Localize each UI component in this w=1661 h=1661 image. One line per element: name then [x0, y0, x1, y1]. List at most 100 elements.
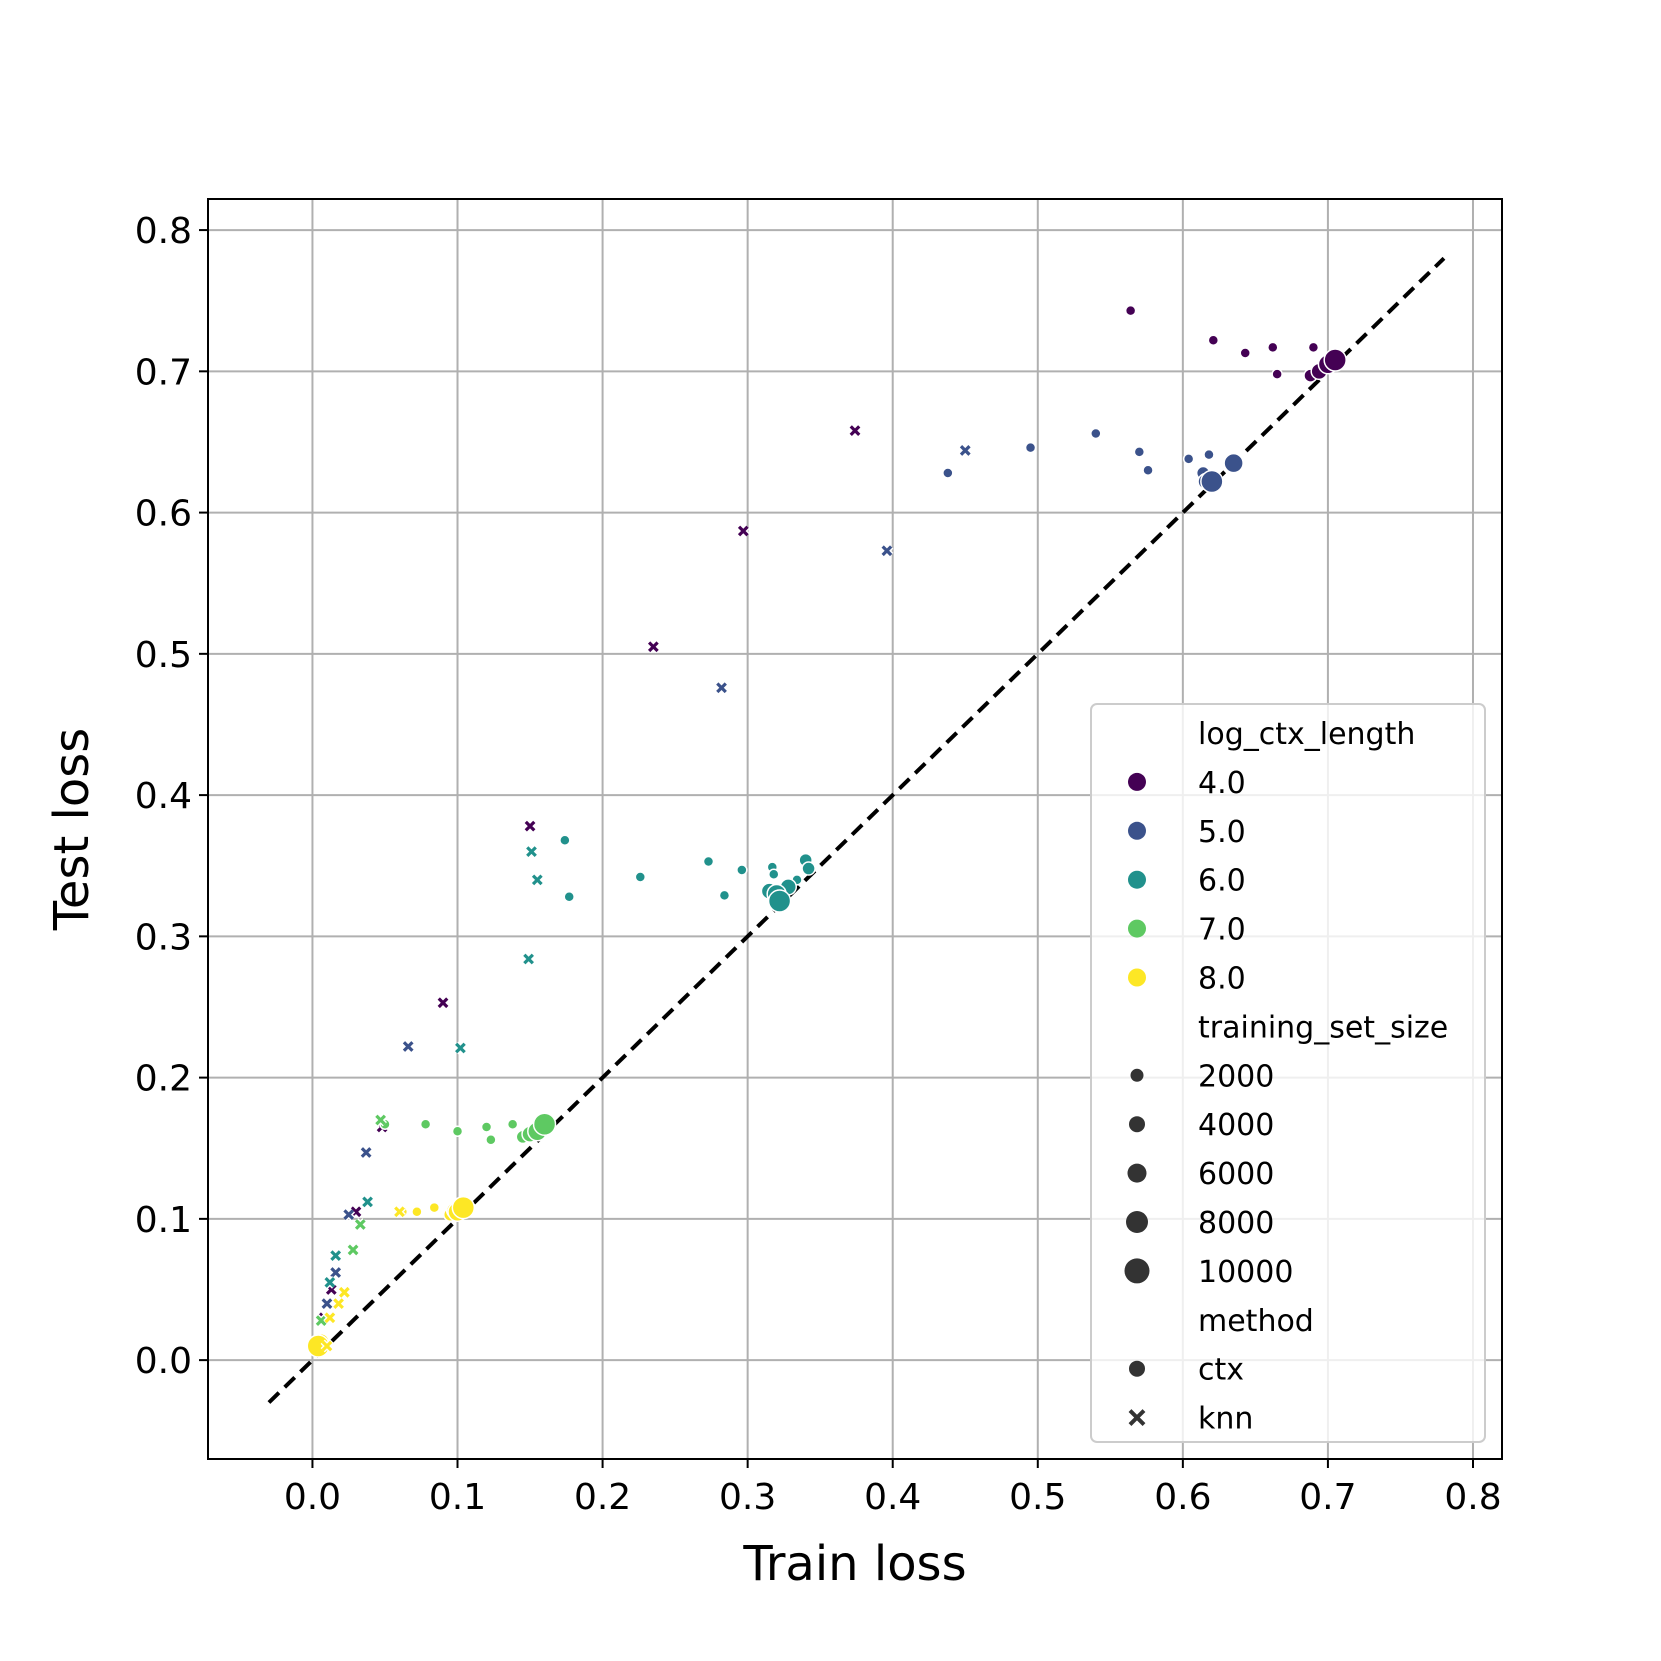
data-point-ctx — [419, 1118, 432, 1130]
legend-hue-label: 5.0 — [1198, 815, 1246, 850]
data-point-ctx — [1203, 448, 1215, 461]
marker-cross — [737, 525, 749, 537]
legend-style-marker — [1129, 1360, 1145, 1377]
data-point-knn — [332, 1297, 345, 1310]
data-point-ctx — [559, 834, 571, 847]
marker-cross — [523, 953, 534, 965]
x-axis-label: Train loss — [742, 1536, 966, 1592]
marker-cross — [330, 1250, 342, 1261]
marker-cross — [394, 1206, 405, 1218]
data-point-ctx — [563, 891, 575, 903]
marker-cross — [333, 1298, 344, 1310]
data-point-knn — [880, 544, 894, 558]
data-point-ctx — [1223, 452, 1244, 474]
data-point-knn — [349, 1205, 363, 1219]
data-point-ctx — [718, 889, 731, 902]
y-tick-label: 0.3 — [135, 917, 192, 958]
legend-color-marker — [1128, 772, 1146, 791]
marker-cross — [531, 874, 543, 886]
x-tick-label: 0.3 — [719, 1477, 776, 1518]
y-tick-label: 0.8 — [135, 211, 192, 252]
y-tick-label: 0.2 — [135, 1059, 192, 1100]
data-point-knn — [323, 1276, 337, 1289]
marker-cross — [402, 1041, 414, 1052]
data-point-knn — [353, 1218, 367, 1231]
legend-hue-label: 8.0 — [1198, 962, 1246, 997]
legend-color-marker — [1128, 968, 1146, 987]
data-point-ctx — [428, 1201, 441, 1214]
data-point-ctx — [702, 855, 715, 868]
legend-color-marker — [1128, 919, 1146, 938]
legend-hue-label: 6.0 — [1198, 864, 1246, 899]
data-point-knn — [530, 873, 544, 887]
data-point-knn — [359, 1146, 373, 1159]
legend-size-marker — [1124, 1258, 1150, 1284]
plot-area-frame — [207, 198, 1503, 1460]
data-point-knn — [958, 444, 972, 457]
data-point-ctx — [1307, 341, 1320, 354]
legend-title: training_set_size — [1198, 1010, 1448, 1045]
data-point-knn — [522, 952, 535, 966]
data-point-ctx — [767, 889, 792, 913]
marker-cross — [324, 1277, 336, 1288]
y-tick-label: 0.7 — [135, 352, 192, 393]
marker-cross — [849, 425, 861, 437]
data-point-ctx — [1090, 427, 1102, 440]
marker-cross — [338, 1286, 350, 1298]
marker-cross — [375, 1114, 387, 1126]
x-tick-label: 0.5 — [1009, 1477, 1066, 1518]
data-point-knn — [454, 1041, 467, 1055]
x-axis-ticks: 0.0 0.1 0.2 0.3 0.4 0.5 0.6 0.7 0.8 — [284, 1459, 1502, 1518]
data-point-knn — [320, 1297, 334, 1310]
data-point-knn — [320, 1339, 334, 1353]
data-point-ctx — [801, 861, 816, 876]
legend-box — [1090, 703, 1486, 1443]
marker-cross — [362, 1196, 373, 1208]
legend-title: log_ctx_length — [1198, 717, 1415, 752]
legend-size-label: 10000 — [1198, 1255, 1293, 1290]
data-point-knn — [736, 524, 750, 538]
data-point-knn — [374, 1113, 388, 1127]
data-point-ctx — [451, 1195, 476, 1220]
y-tick-label: 0.1 — [135, 1200, 192, 1241]
data-point-knn — [314, 1314, 328, 1327]
marker-cross — [330, 1267, 342, 1278]
marker-cross — [360, 1147, 372, 1158]
data-point-ctx — [1200, 469, 1224, 494]
x-tick-label: 0.4 — [864, 1477, 921, 1518]
data-point-knn — [342, 1208, 356, 1222]
data-point-ctx — [485, 1134, 497, 1146]
marker-cross — [350, 1206, 362, 1218]
marker-cross — [321, 1340, 333, 1352]
data-point-ctx — [1323, 348, 1347, 372]
legend: log_ctx_length 4.0 5.0 6.0 7.0 8.0 training_se… — [1090, 703, 1486, 1443]
y-tick-label: 0.6 — [135, 494, 192, 535]
x-tick-label: 0.7 — [1299, 1477, 1356, 1518]
marker-cross — [315, 1315, 327, 1326]
marker-cross — [347, 1244, 359, 1256]
marker-cross — [324, 1312, 336, 1324]
data-point-ctx — [480, 1121, 493, 1133]
data-point-ctx — [1271, 368, 1283, 380]
data-points — [306, 304, 1347, 1358]
legend-size-marker — [1126, 1211, 1148, 1233]
legend-size-label: 2000 — [1198, 1059, 1274, 1094]
data-point-knn — [361, 1195, 374, 1209]
data-point-ctx — [1207, 334, 1220, 347]
data-point-ctx — [411, 1206, 423, 1218]
legend-hue-label: 4.0 — [1198, 766, 1246, 801]
data-point-ctx — [1024, 441, 1037, 454]
data-point-knn — [525, 845, 538, 858]
legend-style-marker — [1128, 1409, 1146, 1427]
data-point-knn — [523, 819, 537, 833]
y-tick-label: 0.5 — [135, 635, 192, 676]
data-point-knn — [646, 640, 660, 654]
marker-cross — [524, 820, 536, 832]
data-point-knn — [337, 1285, 351, 1299]
data-point-knn — [401, 1040, 415, 1053]
x-tick-label: 0.1 — [429, 1477, 486, 1518]
legend-style-label: ctx — [1198, 1353, 1244, 1388]
x-tick-label: 0.8 — [1444, 1477, 1501, 1518]
marker-cross — [881, 545, 893, 557]
